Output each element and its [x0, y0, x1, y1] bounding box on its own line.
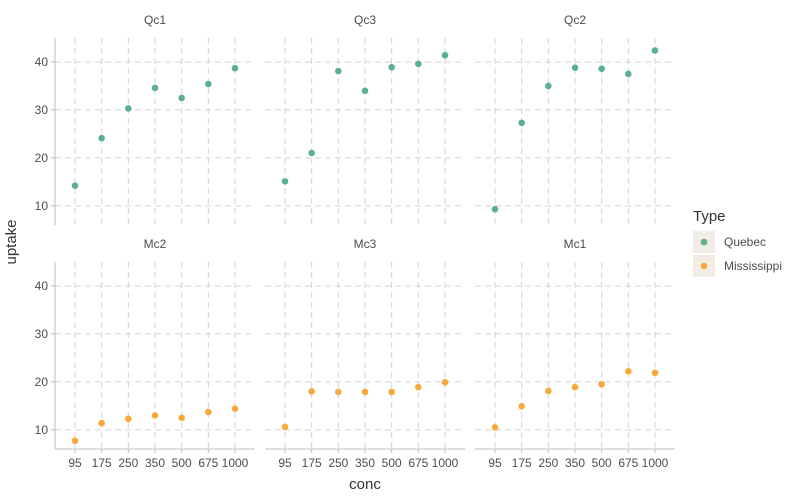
- x-tick-label: 95: [68, 456, 82, 470]
- panels-layer: Qc1 Qc3 Qc2 Mc2 Mc3 Mc1: [55, 13, 675, 449]
- data-point: [651, 369, 659, 377]
- legend-swatch: [700, 238, 708, 246]
- data-point: [571, 383, 579, 391]
- data-point: [518, 403, 525, 410]
- panel-strip-label: Mc2: [144, 237, 167, 251]
- data-point: [178, 94, 185, 102]
- data-point: [598, 380, 605, 388]
- data-point: [125, 105, 132, 112]
- data-point: [71, 182, 79, 189]
- x-tick-label: 250: [538, 456, 558, 470]
- data-point: [335, 67, 342, 75]
- panel-mc1: Mc1: [475, 237, 675, 449]
- x-tick-label: 500: [382, 456, 402, 470]
- data-point: [415, 383, 422, 391]
- data-point: [651, 47, 659, 54]
- panel-strip-label: Qc1: [144, 13, 166, 27]
- data-point: [205, 408, 212, 416]
- data-point: [335, 388, 342, 396]
- x-tick-label: 1000: [432, 456, 459, 470]
- legend-entry-quebec: Quebec: [693, 231, 766, 253]
- x-tick-label: 675: [618, 456, 638, 470]
- x-axis-title: conc: [349, 476, 381, 493]
- x-tick-label: 350: [355, 456, 375, 470]
- data-point: [281, 178, 289, 185]
- data-point: [491, 205, 499, 213]
- data-point: [205, 80, 212, 88]
- y-axis-title: uptake: [3, 219, 20, 264]
- data-point: [178, 414, 185, 422]
- data-point: [125, 415, 132, 423]
- data-point: [545, 82, 552, 90]
- panel-strip-label: Qc2: [564, 13, 586, 27]
- data-point: [441, 51, 449, 59]
- x-tick-label: 175: [512, 456, 532, 470]
- legend-label: Mississippi: [724, 259, 782, 273]
- panel-strip-label: Qc3: [354, 13, 376, 27]
- data-point: [545, 387, 552, 395]
- data-point: [281, 423, 289, 431]
- axes-layer: 10 20 30 40 10 20 30 40 95 175 250 350 500 675 1000 95 1…: [35, 38, 675, 470]
- data-point: [151, 84, 159, 92]
- data-point: [151, 412, 159, 419]
- data-point: [231, 405, 239, 413]
- panel-qc3: Qc3: [265, 13, 465, 225]
- legend-label: Quebec: [724, 235, 766, 249]
- x-tick-label: 500: [172, 456, 192, 470]
- x-tick-label: 175: [92, 456, 112, 470]
- x-tick-label: 250: [328, 456, 348, 470]
- x-tick-label: 175: [302, 456, 322, 470]
- data-point: [98, 419, 105, 427]
- data-point: [308, 149, 315, 157]
- legend-title: Type: [693, 208, 726, 225]
- y-tick-label: 20: [35, 375, 49, 389]
- data-point: [441, 379, 449, 386]
- legend-swatch: [700, 262, 708, 270]
- data-point: [598, 65, 605, 72]
- x-tick-label: 250: [118, 456, 138, 470]
- y-tick-label: 30: [35, 327, 49, 341]
- data-point: [231, 64, 239, 72]
- x-tick-label: 675: [198, 456, 218, 470]
- data-point: [361, 87, 369, 95]
- data-point: [388, 63, 395, 71]
- data-point: [571, 64, 579, 72]
- y-tick-label: 10: [35, 423, 49, 437]
- data-point: [361, 388, 369, 396]
- data-point: [308, 388, 315, 395]
- data-point: [625, 368, 632, 375]
- x-tick-label: 95: [488, 456, 502, 470]
- panel-qc2: Qc2: [475, 13, 675, 225]
- x-tick-label: 1000: [222, 456, 249, 470]
- x-tick-label: 500: [592, 456, 612, 470]
- data-point: [491, 424, 499, 431]
- panel-strip-label: Mc1: [564, 237, 587, 251]
- x-tick-label: 350: [565, 456, 585, 470]
- data-point: [518, 119, 525, 127]
- panel-mc3: Mc3: [265, 237, 465, 449]
- data-point: [98, 134, 105, 142]
- y-tick-label: 40: [35, 279, 49, 293]
- panel-strip-label: Mc3: [354, 237, 377, 251]
- y-tick-label: 40: [35, 55, 49, 69]
- x-tick-label: 675: [408, 456, 428, 470]
- x-tick-label: 95: [278, 456, 292, 470]
- panel-mc2: Mc2: [55, 237, 255, 449]
- data-point: [415, 60, 422, 68]
- y-tick-label: 30: [35, 103, 49, 117]
- y-tick-label: 20: [35, 151, 49, 165]
- y-tick-label: 10: [35, 199, 49, 213]
- x-tick-label: 350: [145, 456, 165, 470]
- legend-entry-mississippi: Mississippi: [693, 255, 782, 277]
- legend-items: Quebec Mississippi: [693, 231, 782, 277]
- data-point: [388, 388, 395, 396]
- data-point: [71, 437, 79, 445]
- panel-qc1: Qc1: [55, 13, 255, 225]
- x-tick-label: 1000: [642, 456, 669, 470]
- data-point: [625, 70, 632, 78]
- legend: Type Quebec Mississippi: [693, 208, 782, 277]
